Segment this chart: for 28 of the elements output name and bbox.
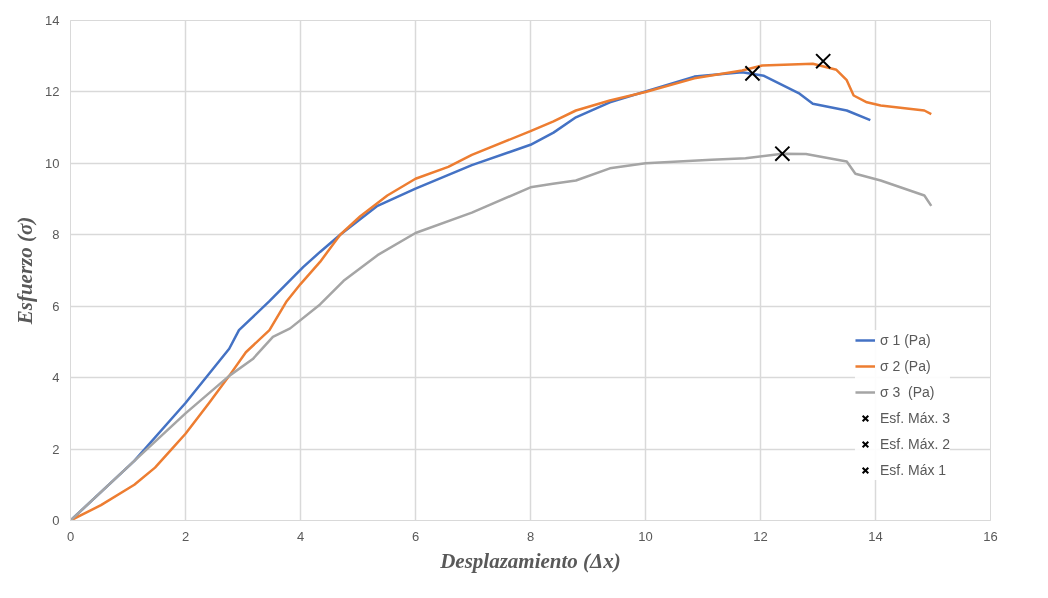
point — [815, 53, 832, 70]
legend-label: Esf. Máx. 2 — [879, 436, 950, 452]
y-tick-label: 10 — [45, 155, 60, 171]
x-axis-title: Desplazamiento (Δx) — [439, 548, 621, 573]
legend-label: σ 1 (Pa) — [879, 332, 931, 348]
y-tick-label: 2 — [52, 441, 60, 457]
x-tick-label: 12 — [753, 528, 768, 544]
x-tick-label: 0 — [66, 528, 75, 544]
x-tick-label: 10 — [638, 528, 653, 544]
x-tick-label: 2 — [181, 528, 190, 544]
y-axis-title: Esfuerzo (σ) — [13, 216, 38, 326]
x-tick-label: 8 — [526, 528, 535, 544]
legend-label: σ 2 (Pa) — [879, 358, 931, 374]
point — [774, 145, 791, 162]
y-tick-label: 8 — [52, 227, 60, 243]
x-tick-label: 4 — [296, 528, 305, 544]
y-tick-label: 12 — [45, 84, 60, 100]
y-tick-label: 6 — [52, 298, 60, 314]
legend-label: Esf. Máx 1 — [879, 462, 947, 478]
legend-label: σ 3 (Pa) — [879, 384, 935, 400]
x-tick-label: 14 — [868, 528, 883, 544]
y-tick-label: 4 — [52, 370, 60, 386]
x-tick-label: 16 — [983, 528, 998, 544]
point — [744, 65, 761, 82]
legend-label: Esf. Máx. 3 — [879, 410, 950, 426]
y-tick-label: 14 — [45, 13, 60, 28]
x-tick-label: 6 — [411, 528, 420, 544]
y-tick-label: 0 — [52, 513, 60, 528]
